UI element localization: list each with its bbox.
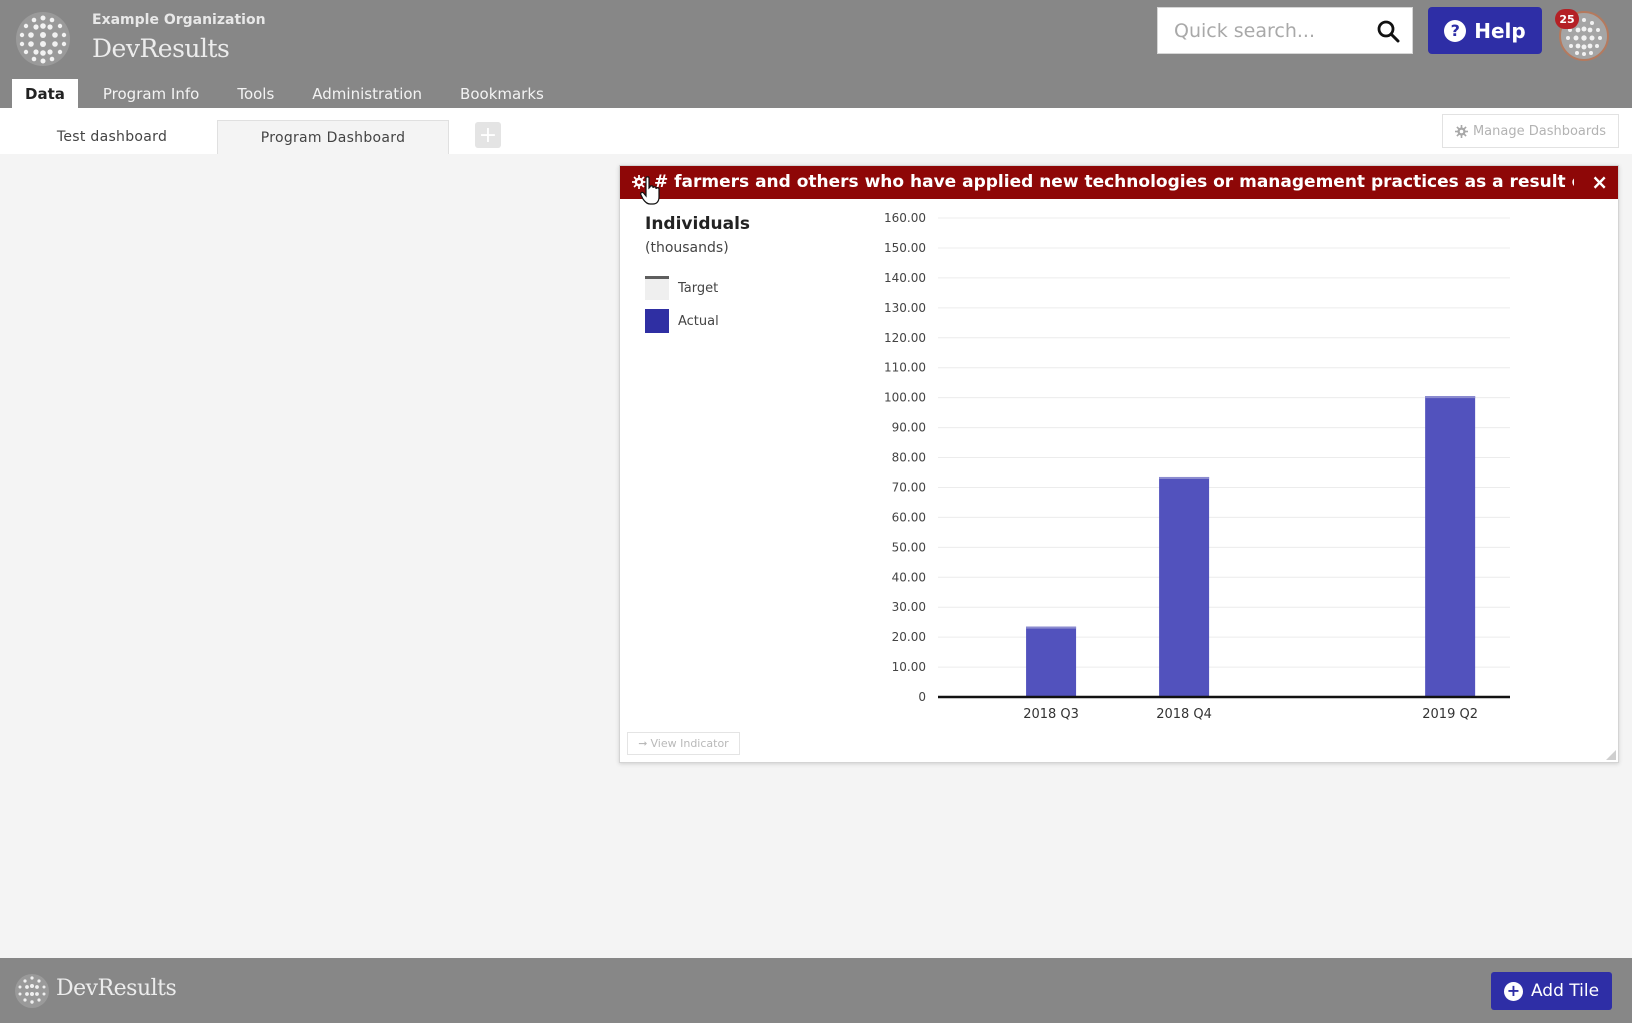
- legend-label-actual: Actual: [678, 313, 719, 329]
- nav-tab-data[interactable]: Data: [12, 79, 78, 108]
- close-icon[interactable]: ×: [1591, 170, 1608, 194]
- nav-tab-administration[interactable]: Administration: [312, 84, 423, 103]
- y-tick-label: 0: [918, 690, 926, 704]
- chart-y-label: Individuals: [645, 214, 751, 234]
- app-name: DevResults: [92, 34, 230, 63]
- dashboard-tab-bar: Test dashboard Program Dashboard: [0, 108, 1632, 154]
- indicator-tile: # farmers and others who have applied ne…: [619, 165, 1619, 763]
- app-footer: DevResults + Add Tile: [0, 958, 1632, 1023]
- y-tick-label: 60.00: [892, 510, 926, 524]
- gear-icon: [1454, 124, 1468, 138]
- bar-chart: 0 10.00 20.00 30.00 40.00 50.00 60.00 70.00 80.0…: [884, 211, 1510, 722]
- y-tick-label: 90.00: [892, 421, 926, 435]
- org-name: Example Organization: [92, 12, 266, 28]
- y-tick-label: 40.00: [892, 570, 926, 584]
- y-tick-label: 130.00: [884, 301, 926, 315]
- chart-bar: [1425, 396, 1476, 697]
- chart-y-unit: (thousands): [645, 240, 729, 256]
- chart-bar: [1026, 626, 1077, 697]
- legend-label-target: Target: [678, 280, 719, 296]
- footer-logo-icon: [15, 974, 49, 1008]
- add-tile-button[interactable]: + Add Tile: [1491, 972, 1612, 1010]
- main-nav: Data Program Info Tools Administration B…: [12, 79, 569, 108]
- add-dashboard-button[interactable]: +: [475, 122, 501, 148]
- legend-swatch-actual: [645, 309, 669, 333]
- add-tile-label: Add Tile: [1530, 981, 1600, 1001]
- y-tick-label: 150.00: [884, 241, 926, 255]
- legend-swatch-target: [645, 276, 669, 300]
- y-tick-label: 70.00: [892, 480, 926, 494]
- nav-tab-tools[interactable]: Tools: [237, 84, 275, 103]
- search-input[interactable]: [1158, 8, 1368, 53]
- nav-tab-program-info[interactable]: Program Info: [102, 84, 200, 103]
- help-label: Help: [1474, 18, 1526, 43]
- help-button[interactable]: ? Help: [1428, 7, 1542, 54]
- dashboard-tab-test[interactable]: Test dashboard: [56, 129, 168, 145]
- nav-tab-bookmarks[interactable]: Bookmarks: [460, 84, 544, 103]
- plus-icon: +: [478, 122, 498, 148]
- tile-title: # farmers and others who have applied ne…: [654, 172, 1574, 192]
- search-icon[interactable]: [1376, 19, 1400, 43]
- x-tick-label: 2019 Q2: [1422, 707, 1478, 722]
- quick-search: [1157, 7, 1413, 54]
- footer-app-name: DevResults: [56, 976, 177, 1001]
- y-tick-label: 10.00: [892, 660, 926, 674]
- y-tick-label: 20.00: [892, 630, 926, 644]
- x-tick-label: 2018 Q3: [1023, 707, 1079, 722]
- manage-dashboards-label: Manage Dashboards: [1472, 123, 1607, 139]
- y-tick-label: 50.00: [892, 540, 926, 554]
- tile-header[interactable]: # farmers and others who have applied ne…: [620, 166, 1618, 199]
- y-tick-label: 110.00: [884, 361, 926, 375]
- arrow-right-icon: ➞: [638, 737, 648, 750]
- help-icon: ?: [1444, 19, 1467, 42]
- view-indicator-button[interactable]: ➞ View Indicator: [627, 732, 740, 755]
- notification-badge[interactable]: 25: [1555, 9, 1579, 29]
- y-tick-label: 80.00: [892, 451, 926, 465]
- y-tick-label: 120.00: [884, 331, 926, 345]
- plus-circle-icon: +: [1503, 981, 1523, 1001]
- y-tick-label: 100.00: [884, 391, 926, 405]
- x-tick-label: 2018 Q4: [1156, 707, 1212, 722]
- y-tick-label: 140.00: [884, 271, 926, 285]
- tile-settings-icon[interactable]: [632, 175, 646, 189]
- y-tick-label: 160.00: [884, 211, 926, 225]
- devresults-logo-icon[interactable]: [14, 10, 72, 68]
- legend-item-actual: Actual: [645, 309, 719, 333]
- view-indicator-label: View Indicator: [650, 737, 729, 750]
- y-tick-label: 30.00: [892, 600, 926, 614]
- chart-bar: [1159, 476, 1210, 697]
- dashboard-tab-program[interactable]: Program Dashboard: [217, 120, 449, 154]
- app-header: Example Organization DevResults ? Help 2…: [0, 0, 1632, 108]
- hand-cursor-icon: [640, 176, 660, 205]
- resize-handle-icon[interactable]: [1606, 750, 1616, 760]
- manage-dashboards-button[interactable]: Manage Dashboards: [1442, 114, 1619, 148]
- legend-item-target: Target: [645, 276, 718, 300]
